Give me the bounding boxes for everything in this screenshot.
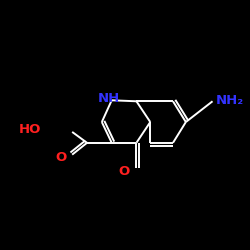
Text: O: O: [56, 151, 67, 164]
Text: NH: NH: [98, 92, 120, 105]
Text: NH₂: NH₂: [216, 94, 244, 107]
Text: HO: HO: [19, 124, 42, 136]
Text: O: O: [118, 165, 129, 178]
